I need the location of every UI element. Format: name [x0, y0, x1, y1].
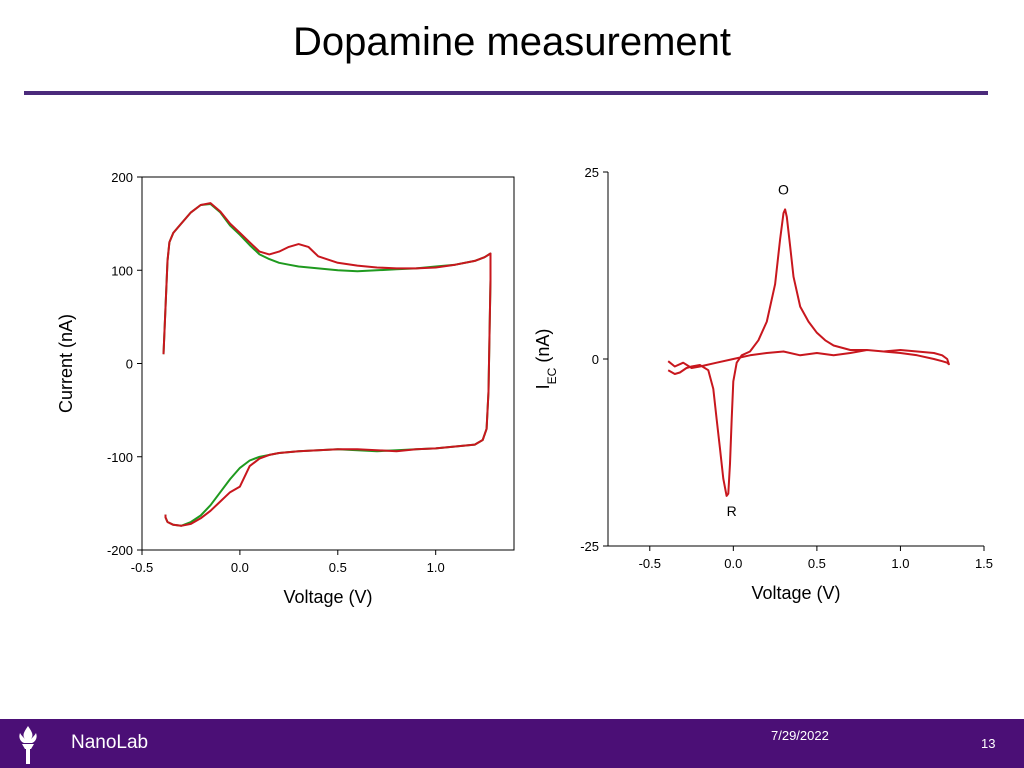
footer-bar — [0, 719, 1024, 768]
series-line-1 — [162, 202, 492, 527]
x-axis-label: Voltage (V) — [751, 583, 840, 603]
y-tick-label: 0 — [126, 357, 133, 372]
y-tick-label: -200 — [107, 543, 133, 558]
x-tick-label: -0.5 — [131, 560, 153, 575]
footer-brand: NanoLab — [71, 732, 149, 753]
x-tick-label: -0.5 — [639, 556, 661, 571]
x-tick-label: 1.0 — [427, 560, 445, 575]
y-axis-label: IEC (nA) — [533, 329, 559, 390]
x-tick-label: 0.0 — [724, 556, 742, 571]
x-tick-label: 0.5 — [808, 556, 826, 571]
torch-icon — [19, 726, 37, 764]
title-divider — [24, 91, 988, 95]
x-tick-label: 1.0 — [891, 556, 909, 571]
footer-date: 7/29/2022 — [771, 728, 829, 743]
y-tick-label: 100 — [111, 263, 133, 278]
y-tick-label: 200 — [111, 170, 133, 185]
x-tick-label: 0.5 — [329, 560, 347, 575]
x-tick-label: 0.0 — [231, 560, 249, 575]
slide-title: Dopamine measurement — [293, 20, 731, 64]
x-axis-label: Voltage (V) — [283, 587, 372, 607]
series-line-0 — [667, 208, 950, 497]
page-number: 13 — [981, 736, 996, 751]
x-tick-label: 1.5 — [975, 556, 993, 571]
y-tick-label: -25 — [580, 539, 599, 554]
annotation-o: O — [778, 181, 789, 197]
y-tick-label: 0 — [592, 352, 599, 367]
y-tick-label: -100 — [107, 450, 133, 465]
y-tick-label: 25 — [585, 165, 599, 180]
y-axis-label: Current (nA) — [56, 314, 76, 413]
annotation-r: R — [727, 503, 737, 519]
